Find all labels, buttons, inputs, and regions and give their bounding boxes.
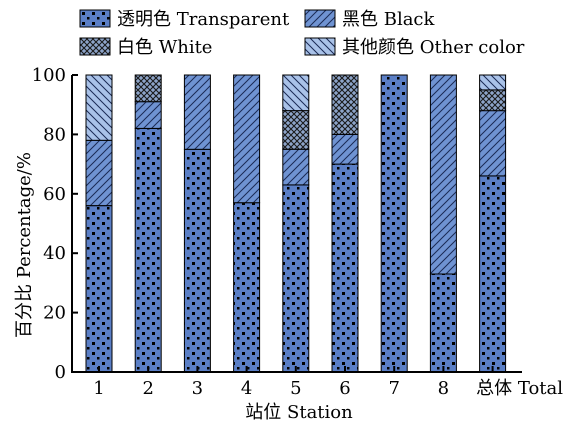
bar-segment-2-cat-1 [85, 139, 113, 207]
bar-segment-1-cat-2 [134, 128, 162, 373]
x-tick-label: 5 [290, 378, 301, 399]
axes-group: 0 20 40 60 80 100 1 2 3 4 5 6 7 8 总体 Total [32, 65, 564, 399]
x-tick-label: 3 [192, 378, 203, 399]
bar-segment-1-cat-8 [429, 273, 457, 373]
legend-swatch-3 [79, 37, 111, 56]
bar-segment-1-cat-4 [233, 202, 261, 373]
bar-segment-3-cat-6 [331, 74, 359, 135]
bar-segment-1-cat-6 [331, 163, 359, 373]
bar-segment-1-cat-1 [85, 205, 113, 373]
bar-segment-4-cat-9 [479, 74, 507, 91]
legend-label-2: 黑色 Black [342, 9, 436, 30]
bar-segment-2-cat-8 [429, 74, 457, 275]
legend-swatch-1 [79, 9, 111, 28]
bar-segment-4-cat-1 [85, 74, 113, 141]
bar-segment-2-cat-9 [479, 110, 507, 177]
y-tick-label: 0 [55, 362, 66, 383]
bar-segment-4-cat-5 [282, 74, 310, 112]
legend-swatch-4 [304, 37, 336, 56]
y-tick-label: 80 [43, 124, 66, 145]
y-tick-label: 100 [32, 65, 66, 86]
bars-group [85, 74, 507, 373]
bar-segment-2-cat-4 [233, 74, 261, 204]
legend-label-3: 白色 White [117, 37, 212, 58]
bar-segment-1-cat-7 [380, 74, 408, 373]
legend-label-1: 透明色 Transparent [117, 9, 290, 30]
bar-segment-2-cat-6 [331, 133, 359, 165]
x-tick-label: 6 [339, 378, 350, 399]
bar-segment-3-cat-9 [479, 89, 507, 112]
y-tick-label: 60 [43, 184, 66, 205]
bar-segment-1-cat-5 [282, 184, 310, 373]
y-axis-title: 百分比 Percentage/% [14, 152, 35, 338]
x-tick-label: 2 [142, 378, 153, 399]
bar-segment-2-cat-2 [134, 101, 162, 129]
y-tick-label: 40 [43, 243, 66, 264]
bar-segment-2-cat-5 [282, 148, 310, 186]
x-axis-title: 站位 Station [245, 402, 353, 423]
legend: 透明色 Transparent 黑色 Black 白色 White 其他颜色 Othe… [79, 9, 525, 58]
x-tick-label: 1 [93, 378, 104, 399]
bar-segment-1-cat-9 [479, 175, 507, 373]
bar-segment-1-cat-3 [183, 148, 211, 373]
x-tick-label: 8 [438, 378, 449, 399]
bar-segment-3-cat-2 [134, 74, 162, 103]
bar-segment-3-cat-5 [282, 110, 310, 150]
y-tick-label: 20 [43, 303, 66, 324]
legend-label-4: 其他颜色 Other color [342, 37, 525, 58]
x-tick-label: 4 [241, 378, 252, 399]
bar-segment-2-cat-3 [183, 74, 211, 150]
legend-swatch-2 [304, 9, 336, 28]
x-tick-label: 7 [388, 378, 399, 399]
x-tick-label: 总体 Total [476, 378, 563, 399]
